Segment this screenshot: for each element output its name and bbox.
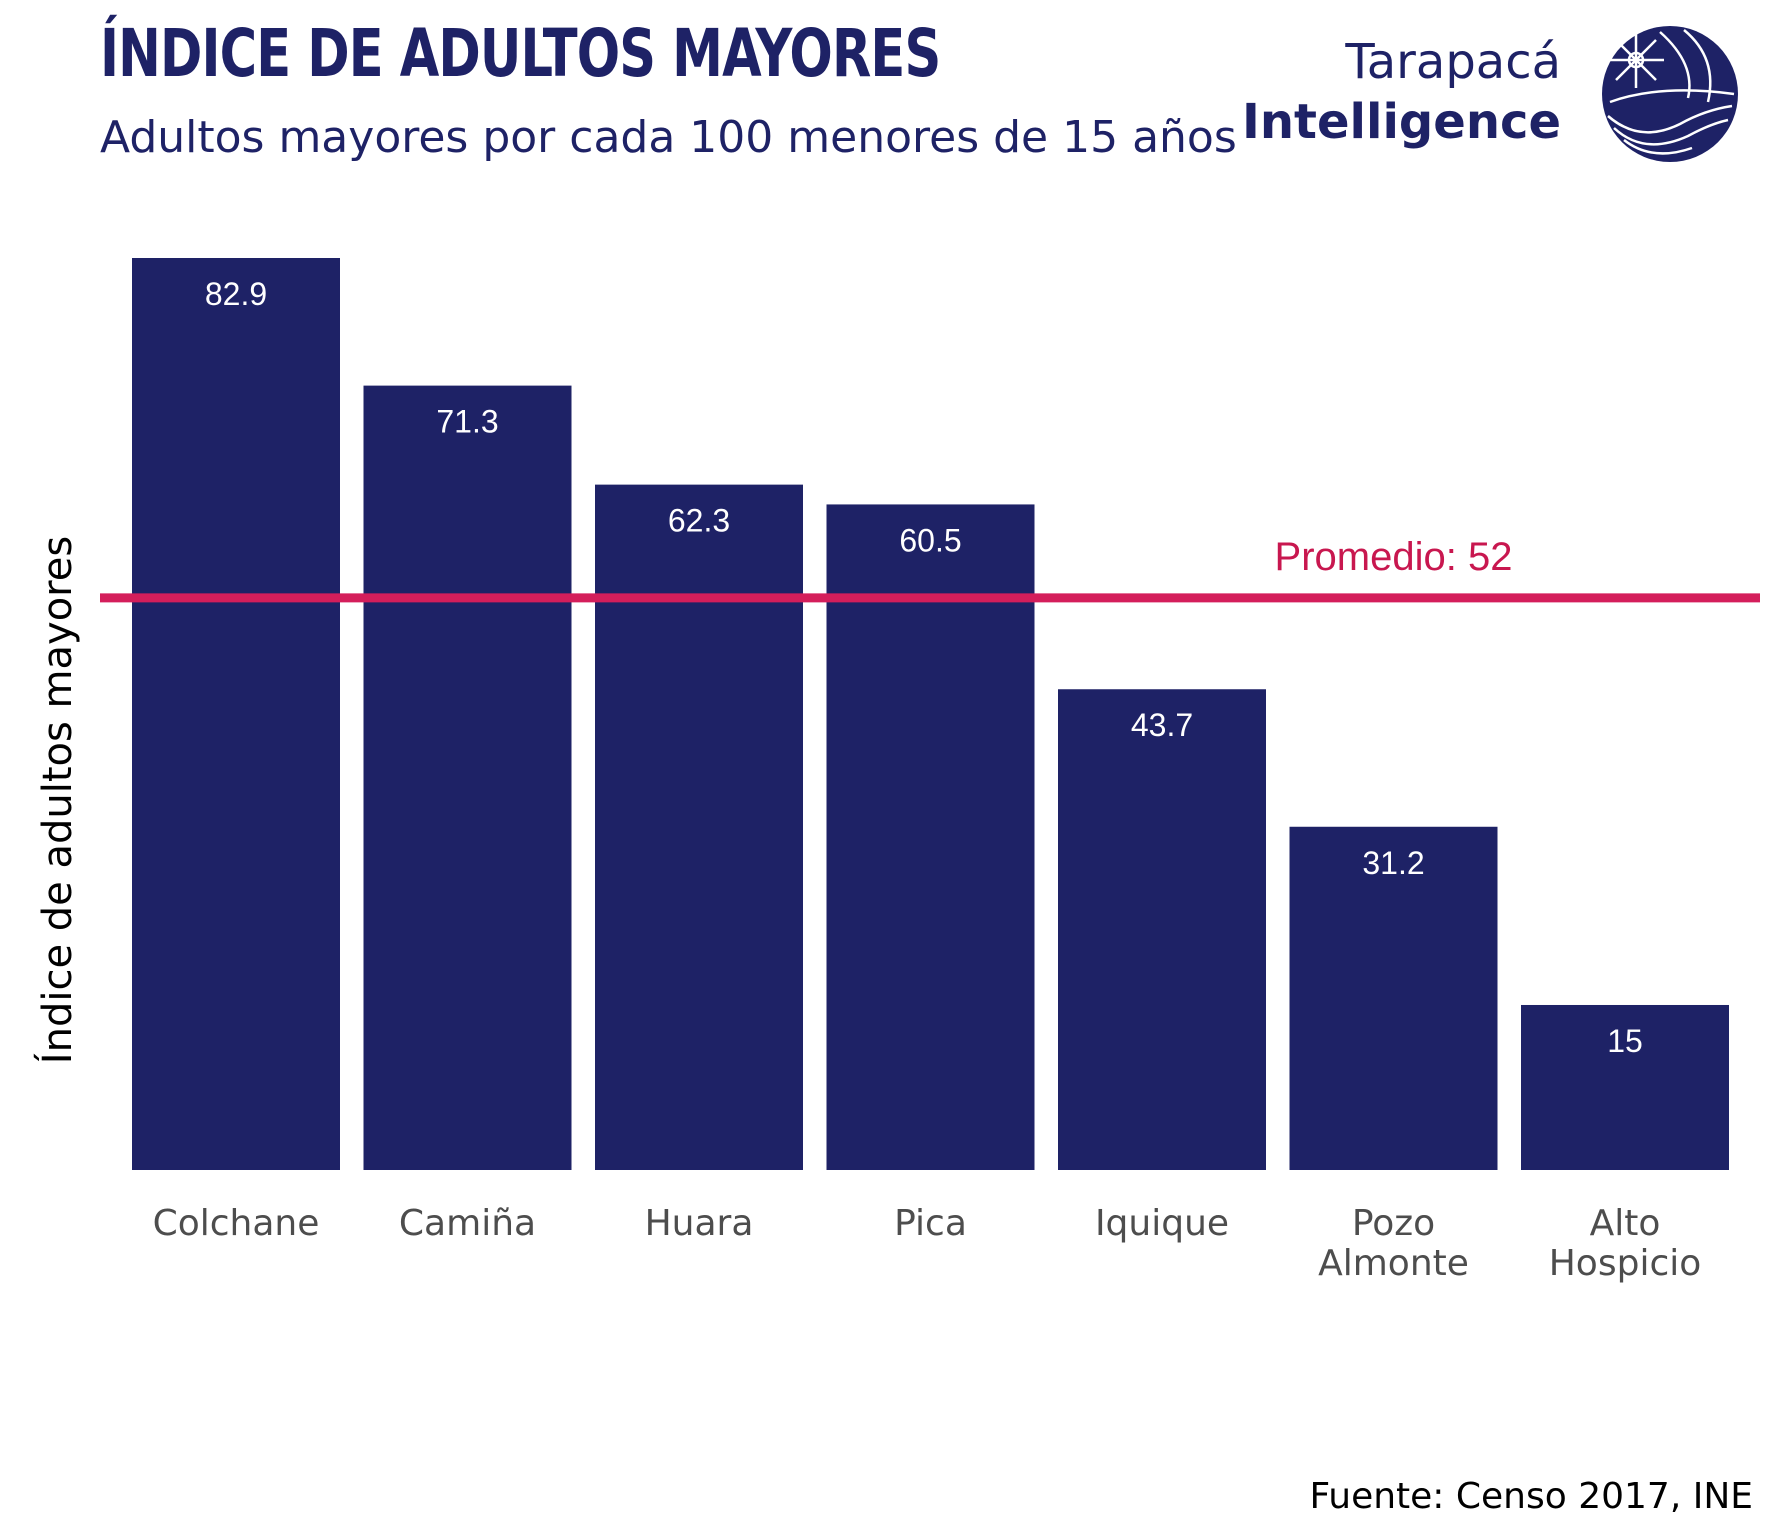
average-label: Promedio: 52 bbox=[1275, 535, 1513, 579]
x-tick-label: Iquique bbox=[1095, 1203, 1229, 1244]
bar-chart: 82.9 Colchane 71.3 Camiña 62.3 Huara 60.5 Pica 4… bbox=[100, 258, 1760, 1284]
bar bbox=[363, 385, 572, 1170]
bar bbox=[595, 484, 803, 1170]
y-axis-label: Índice de adultos mayores bbox=[35, 535, 81, 1065]
bar-value-label: 31.2 bbox=[1362, 845, 1424, 881]
compass-globe-logo-icon bbox=[1602, 26, 1738, 162]
x-tick-label: Pica bbox=[894, 1203, 967, 1244]
brand-name-line2: Intelligence bbox=[1242, 94, 1561, 150]
bar bbox=[1289, 826, 1498, 1170]
bar bbox=[132, 258, 340, 1170]
source-note: Fuente: Censo 2017, INE bbox=[1309, 1476, 1753, 1517]
brand-name-line1: Tarapacá bbox=[1345, 34, 1561, 90]
bar-value-label: 82.9 bbox=[205, 276, 267, 312]
chart-subtitle: Adultos mayores por cada 100 menores de … bbox=[100, 112, 1237, 163]
bar bbox=[826, 504, 1035, 1171]
x-tick-label: Pozo Almonte bbox=[1318, 1203, 1469, 1284]
bar bbox=[1058, 689, 1266, 1170]
bar-value-label: 43.7 bbox=[1131, 707, 1193, 743]
x-tick-label: Huara bbox=[645, 1203, 754, 1244]
x-tick-label: Colchane bbox=[153, 1203, 320, 1244]
brand-wordmark: Tarapacá Intelligence bbox=[1242, 32, 1561, 152]
x-tick-label: Alto Hospicio bbox=[1549, 1203, 1702, 1284]
chart-title: ÍNDICE DE ADULTOS MAYORES bbox=[100, 15, 941, 92]
bar-value-label: 71.3 bbox=[436, 404, 498, 440]
bar-value-label: 15 bbox=[1607, 1023, 1643, 1059]
bar-value-label: 60.5 bbox=[899, 522, 961, 558]
x-tick-label: Camiña bbox=[399, 1203, 536, 1244]
bar-value-label: 62.3 bbox=[668, 503, 730, 539]
bar bbox=[1521, 1004, 1729, 1170]
